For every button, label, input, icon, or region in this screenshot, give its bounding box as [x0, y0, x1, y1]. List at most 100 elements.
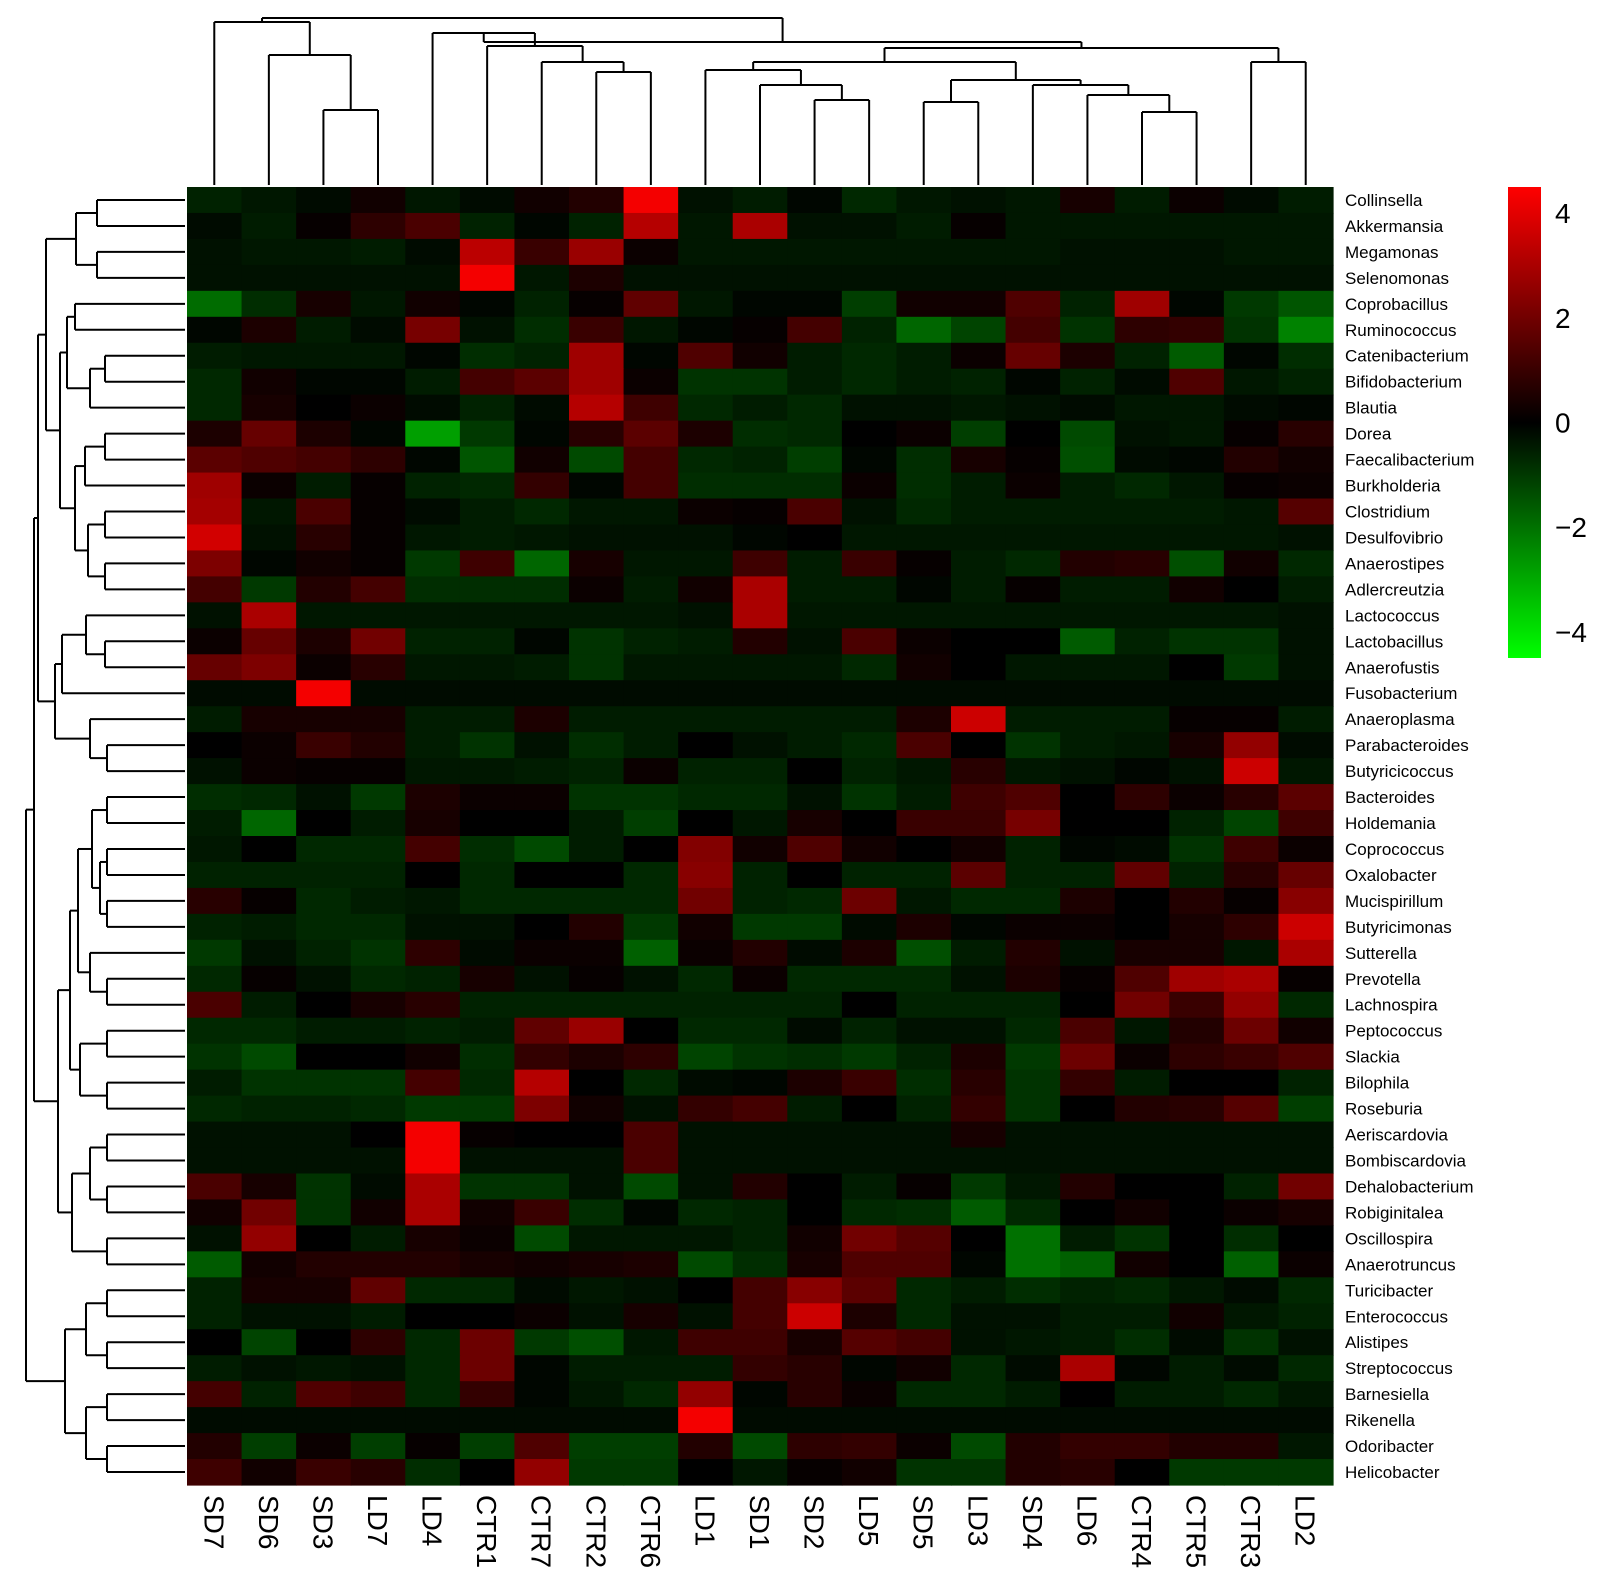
heatmap-cell — [569, 550, 625, 577]
heatmap-cell — [569, 1017, 625, 1045]
heatmap-cell — [187, 1303, 243, 1330]
heatmap-cell — [1278, 498, 1334, 526]
heatmap-cell — [896, 1199, 952, 1226]
heatmap-cell — [623, 290, 679, 318]
heatmap-cell — [296, 706, 352, 733]
heatmap-cell — [678, 861, 734, 889]
heatmap-cell — [678, 1459, 734, 1486]
heatmap-cell — [1169, 706, 1225, 733]
heatmap-cell — [623, 1225, 679, 1252]
heatmap-cell — [896, 368, 952, 396]
heatmap-cell — [951, 498, 1007, 526]
heatmap-cell — [787, 394, 843, 422]
heatmap-cell — [1114, 810, 1170, 837]
heatmap-cell — [1278, 1329, 1334, 1356]
heatmap-cell — [732, 1355, 788, 1382]
heatmap-cell — [405, 602, 461, 629]
heatmap-cell — [241, 420, 297, 448]
heatmap-cell — [1278, 368, 1334, 396]
row-label: Selenomonas — [1345, 269, 1449, 288]
heatmap-cell — [187, 316, 243, 344]
heatmap-cell — [1005, 576, 1061, 603]
heatmap-cell — [896, 524, 952, 552]
heatmap-cell — [1005, 238, 1061, 266]
heatmap-cell — [732, 861, 788, 889]
heatmap-cell — [623, 836, 679, 863]
heatmap-cell — [623, 187, 679, 214]
heatmap-cell — [459, 290, 516, 318]
row-labels: Collinsella Akkermansia Megamonas Selenomon… — [1345, 191, 1474, 1482]
heatmap-cell — [896, 446, 952, 474]
heatmap-cell — [241, 524, 297, 552]
column-label: SD7 — [198, 1495, 229, 1549]
heatmap-cell — [187, 1069, 243, 1097]
heatmap-cell — [1223, 861, 1280, 889]
heatmap-cell — [405, 316, 461, 344]
heatmap-cell — [241, 264, 297, 292]
heatmap-cell — [241, 1459, 297, 1486]
heatmap-cell — [1005, 1407, 1061, 1434]
heatmap-cell — [569, 965, 625, 993]
heatmap-cell — [841, 1407, 898, 1434]
heatmap-cells — [187, 187, 1334, 1486]
heatmap-cell — [459, 1381, 516, 1408]
heatmap-cell — [732, 1121, 788, 1149]
row-label: Anaeroplasma — [1345, 710, 1455, 729]
heatmap-cell — [296, 1147, 352, 1175]
column-label: LD2 — [1290, 1495, 1321, 1546]
heatmap-cell — [459, 394, 516, 422]
heatmap-cell — [1278, 342, 1334, 370]
heatmap-cell — [1169, 368, 1225, 396]
heatmap-cell — [459, 1355, 516, 1382]
heatmap-cell — [1169, 1303, 1225, 1330]
heatmap-cell — [241, 1147, 297, 1175]
heatmap-cell — [514, 187, 570, 214]
heatmap-cell — [1114, 706, 1170, 733]
heatmap-cell — [896, 913, 952, 941]
heatmap-cell — [896, 758, 952, 785]
heatmap-cell — [732, 576, 788, 603]
heatmap-cell — [350, 965, 406, 993]
heatmap-cell — [1278, 1173, 1334, 1201]
heatmap-cell — [1060, 316, 1116, 344]
heatmap-cell — [1005, 187, 1061, 214]
heatmap-cell — [1060, 368, 1116, 396]
heatmap-cell — [951, 446, 1007, 474]
heatmap-cell — [787, 238, 843, 266]
heatmap-cell — [1060, 212, 1116, 240]
heatmap-cell — [787, 1459, 843, 1486]
heatmap-cell — [1005, 628, 1061, 655]
heatmap-cell — [787, 1251, 843, 1278]
heatmap-cell — [514, 550, 570, 577]
heatmap-cell — [187, 939, 243, 967]
heatmap-cell — [951, 628, 1007, 655]
heatmap-cell — [732, 680, 788, 707]
heatmap-cell — [841, 394, 898, 422]
heatmap-cell — [1005, 1043, 1061, 1071]
row-label: Coprobacillus — [1345, 295, 1448, 314]
heatmap-cell — [896, 784, 952, 811]
heatmap-cell — [841, 187, 898, 214]
heatmap-cell — [951, 1069, 1007, 1097]
heatmap-cell — [623, 1433, 679, 1460]
heatmap-cell — [241, 1043, 297, 1071]
heatmap-cell — [732, 1407, 788, 1434]
heatmap-cell — [187, 680, 243, 707]
heatmap-cell — [296, 1225, 352, 1252]
heatmap-cell — [569, 1251, 625, 1278]
heatmap-cell — [1114, 187, 1170, 214]
heatmap-cell — [241, 368, 297, 396]
heatmap-cell — [1114, 550, 1170, 577]
legend-tick-label: 2 — [1555, 303, 1571, 334]
heatmap-cell — [405, 1199, 461, 1226]
heatmap-cell — [241, 861, 297, 889]
heatmap-cell — [514, 290, 570, 318]
heatmap-cell — [350, 810, 406, 837]
heatmap-cell — [1060, 810, 1116, 837]
heatmap-cell — [1114, 628, 1170, 655]
heatmap-cell — [1114, 316, 1170, 344]
heatmap-cell — [841, 524, 898, 552]
heatmap-cell — [569, 1069, 625, 1097]
heatmap-cell — [1223, 1251, 1280, 1278]
heatmap-cell — [951, 965, 1007, 993]
